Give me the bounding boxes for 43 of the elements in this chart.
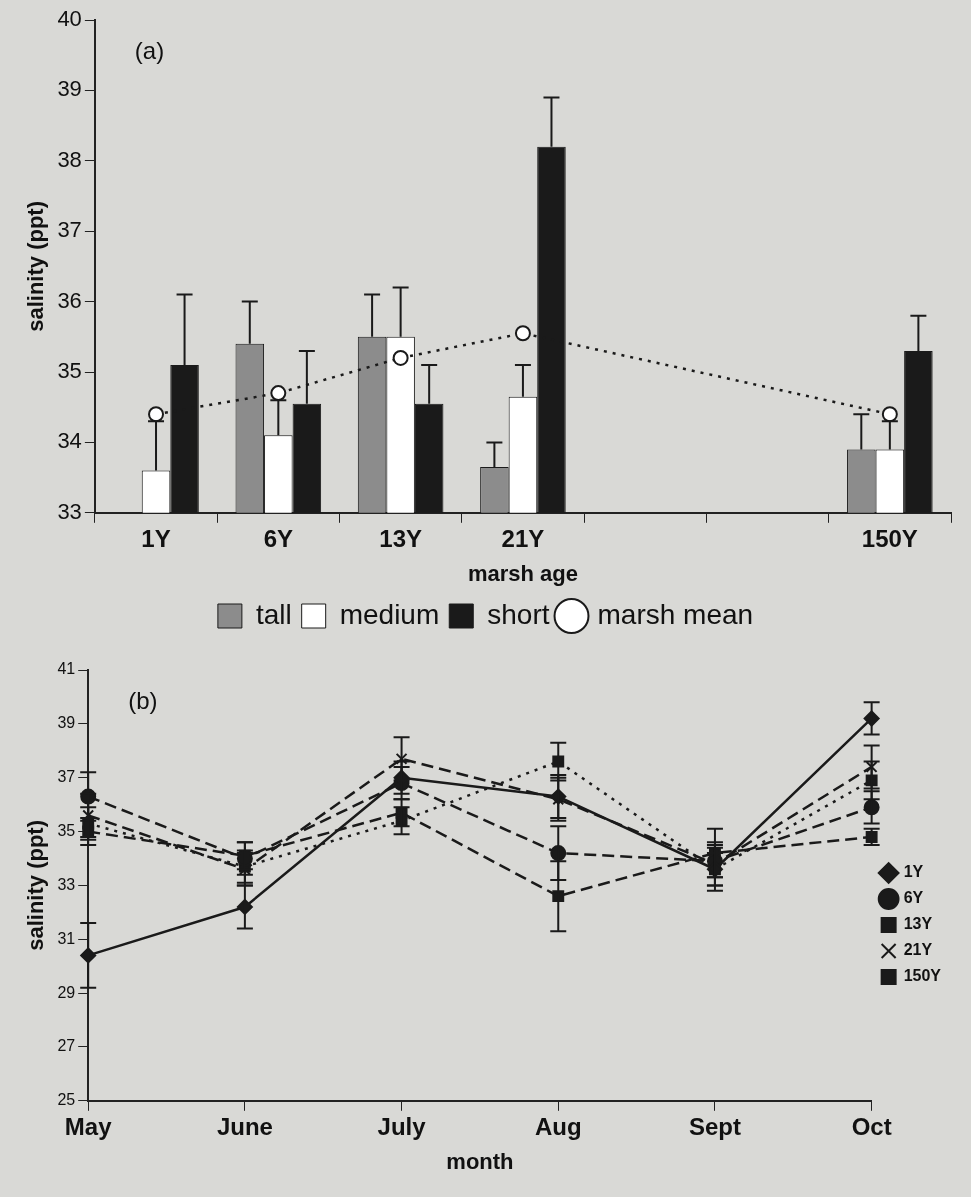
legend-label: 6Y — [903, 889, 924, 907]
y-axis-title: salinity (ppt) — [23, 820, 49, 951]
x-tick-label: 13Y — [379, 524, 422, 552]
x-tick-label: 6Y — [263, 524, 294, 552]
y-tick-label: 25 — [57, 1091, 76, 1109]
y-tick-label: 39 — [57, 76, 82, 102]
y-tick-label: 35 — [57, 358, 82, 384]
legend-label: 21Y — [903, 941, 933, 959]
x-axis-title: month — [446, 1148, 514, 1174]
y-tick-label: 39 — [57, 714, 76, 732]
y-tick-label: 34 — [57, 428, 82, 454]
annotation: (b) — [128, 686, 158, 714]
y-tick-label: 27 — [57, 1037, 76, 1055]
legend-label: 1Y — [903, 863, 924, 881]
legend-label: 150Y — [903, 967, 942, 985]
x-tick-label: Sept — [688, 1112, 741, 1140]
x-tick-label: 150Y — [861, 524, 918, 552]
y-tick-label: 31 — [57, 929, 76, 947]
y-tick-label: 29 — [57, 983, 76, 1001]
x-tick-label: Oct — [851, 1112, 892, 1140]
y-tick-label: 41 — [57, 660, 76, 678]
legend-label: medium — [339, 598, 440, 630]
y-tick-label: 36 — [57, 287, 82, 313]
legend-label: marsh mean — [597, 598, 754, 630]
y-tick-label: 38 — [57, 146, 82, 172]
legend-label: tall — [255, 598, 292, 630]
x-axis-title: marsh age — [467, 560, 578, 586]
x-tick-label: 1Y — [141, 524, 171, 552]
y-tick-label: 33 — [57, 875, 76, 893]
x-tick-label: June — [216, 1112, 273, 1140]
y-axis-title: salinity (ppt) — [23, 201, 49, 332]
x-tick-label: Aug — [534, 1112, 582, 1140]
y-tick-label: 37 — [57, 768, 76, 786]
x-tick-label: 21Y — [501, 524, 545, 552]
y-tick-label: 37 — [57, 217, 82, 243]
x-tick-label: May — [64, 1112, 113, 1140]
legend-label: short — [487, 598, 550, 630]
x-tick-label: July — [377, 1112, 427, 1140]
y-tick-label: 33 — [57, 498, 82, 524]
annotation: (a) — [134, 36, 165, 64]
y-tick-label: 40 — [57, 6, 82, 32]
legend-label: 13Y — [903, 915, 933, 933]
y-tick-label: 35 — [57, 821, 76, 839]
